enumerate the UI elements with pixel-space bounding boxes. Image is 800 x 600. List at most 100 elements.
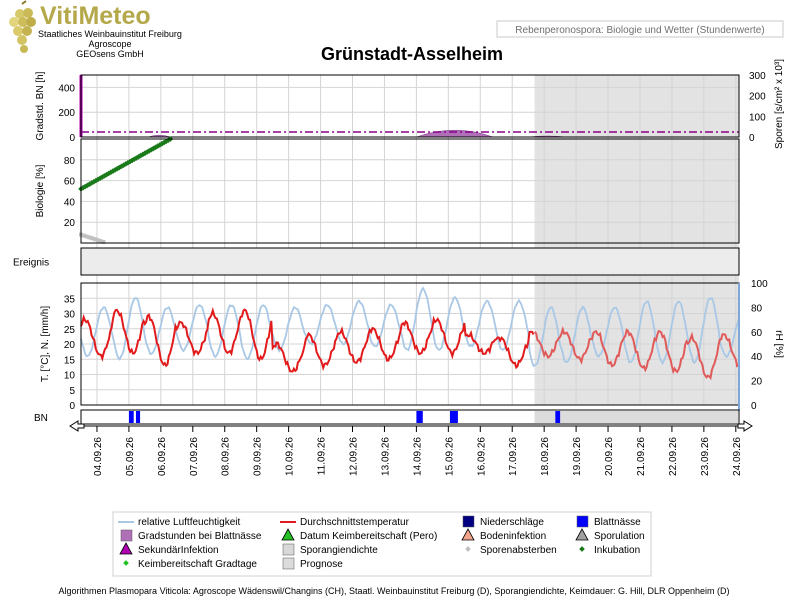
legend-item: Inkubation — [579, 545, 640, 556]
bn-forecast-shading — [534, 411, 738, 423]
legend-item: Durchschnittstemperatur — [280, 517, 410, 528]
temperature-ytick-label: 5 — [69, 386, 75, 397]
sporangiendichte-point — [81, 233, 86, 238]
sporangiendichte-point — [101, 239, 106, 244]
blattnaesse-bar — [128, 411, 134, 423]
x-tick-label: 05.09.26 — [125, 437, 136, 476]
legend-item: Sporangiendichte — [282, 543, 378, 556]
x-tick-label: 24.09.26 — [732, 437, 743, 476]
chart-subtitle: Rebenperonospora: Biologie und Wetter (S… — [515, 25, 764, 36]
gradstunden-panel-frame — [80, 74, 740, 138]
temperature-ytick-label: 35 — [64, 294, 76, 305]
scroll-left-icon[interactable] — [69, 420, 85, 432]
legend-item: relative Luftfeuchtigkeit — [118, 517, 241, 528]
humidity-ylabel: rH [%] — [773, 330, 784, 358]
sporangiendichte-point — [98, 239, 103, 244]
partner-1: Agroscope — [88, 39, 131, 49]
x-tick-label: 12.09.26 — [349, 437, 360, 476]
sporen-ytick-label: 0 — [749, 133, 755, 144]
temperature-forecast-line — [533, 326, 740, 381]
x-tick-label: 08.09.26 — [221, 437, 232, 476]
x-tick-label: 09.09.26 — [253, 437, 264, 476]
x-tick-label: 21.09.26 — [636, 437, 647, 476]
biologie-ylabel: Biologie [%] — [35, 164, 46, 217]
sporen-ytick-label: 100 — [749, 112, 766, 123]
humidity-ytick-label: 20 — [751, 377, 763, 388]
humidity-ytick-label: 40 — [751, 352, 763, 363]
scroll-right-icon[interactable] — [737, 420, 753, 432]
biologie-ytick-label: 40 — [64, 197, 76, 208]
legend-item: Datum Keimbereitschaft (Pero) — [281, 528, 437, 542]
x-tick-label: 15.09.26 — [444, 437, 455, 476]
legend-triangle-symbol — [281, 528, 295, 541]
legend-item: Gradstunden bei Blattnässe — [120, 529, 262, 542]
legend-square-symbol — [282, 557, 295, 570]
legend-label: Datum Keimbereitschaft (Pero) — [300, 531, 437, 542]
legend-label: Sporangiendichte — [300, 545, 378, 556]
legend-label: Sporulation — [594, 531, 645, 542]
sporangiendichte-point — [87, 235, 92, 240]
sporen-ytick-label: 300 — [749, 71, 766, 82]
legend-item: SekundärInfektion — [119, 542, 219, 556]
x-tick-label: 13.09.26 — [380, 437, 391, 476]
humidity-ytick-label: 0 — [751, 401, 757, 412]
forecast-shading — [534, 75, 739, 405]
sporangiendichte-point — [92, 237, 97, 242]
legend-square-symbol — [462, 515, 475, 528]
temperature-ytick-label: 30 — [64, 310, 76, 321]
x-tick-label: 10.09.26 — [285, 437, 296, 476]
x-tick-label: 18.09.26 — [540, 437, 551, 476]
legend-item: Sporenabsterben — [465, 545, 557, 556]
blattnaesse-bar — [555, 411, 561, 423]
humidity-ytick-label: 100 — [751, 279, 768, 290]
ereignis-label: Ereignis — [13, 258, 49, 269]
partner-2: GEOsens GmbH — [76, 49, 144, 59]
legend-diamond-symbol — [123, 560, 129, 566]
weather-ylabel: T. [°C], N. [mm/h] — [40, 306, 51, 382]
legend-label: Prognose — [300, 559, 343, 570]
legend-triangle-symbol — [461, 528, 475, 541]
biologie-ytick-label: 20 — [64, 218, 76, 229]
legend-triangle-symbol — [575, 528, 589, 541]
legend-square-symbol — [120, 529, 133, 542]
x-tick-label: 04.09.26 — [93, 437, 104, 476]
footer-credits: Algorithmen Plasmopara Viticola: Agrosco… — [59, 586, 730, 596]
sporen-ytick-label: 200 — [749, 92, 766, 103]
legend-label: Gradstunden bei Blattnässe — [138, 531, 262, 542]
blattnaesse-bar — [416, 411, 423, 423]
humidity-ytick-label: 80 — [751, 303, 763, 314]
legend-item: Niederschläge — [462, 515, 544, 528]
x-tick-label: 11.09.26 — [317, 437, 328, 476]
x-tick-label: 23.09.26 — [700, 437, 711, 476]
temperature-ytick-label: 10 — [64, 371, 76, 382]
legend: relative Luftfeuchtigkeit Durchschnittste… — [118, 515, 645, 570]
humidity-line — [80, 286, 740, 368]
x-tick-label: 22.09.26 — [668, 437, 679, 476]
ereignis-panel-frame — [80, 247, 740, 276]
legend-label: Keimbereitschaft Gradtage — [138, 559, 257, 570]
logo-text: VitiMeteo — [40, 2, 151, 30]
biologie-ytick-label: 80 — [64, 156, 76, 167]
legend-diamond-symbol — [579, 546, 585, 552]
legend-item: Sporulation — [575, 528, 645, 542]
biologie-ytick-label: 60 — [64, 177, 76, 188]
legend-label: Bodeninfektion — [480, 531, 546, 542]
biologie-panel-frame — [80, 138, 740, 244]
legend-triangle-symbol — [119, 542, 133, 555]
gradstunden-ylabel: Gradstd. BN [h] — [35, 71, 46, 140]
x-tick-label: 20.09.26 — [604, 437, 615, 476]
x-tick-label: 06.09.26 — [157, 437, 168, 476]
x-tick-label: 16.09.26 — [476, 437, 487, 476]
humidity-ytick-label: 60 — [751, 328, 763, 339]
x-tick-label: 14.09.26 — [412, 437, 423, 476]
logo: VitiMeteo Staatliches Weinbauinstitut Fr… — [9, 0, 182, 59]
legend-label: Durchschnittstemperatur — [300, 517, 410, 528]
x-tick-label: 07.09.26 — [189, 437, 200, 476]
gradstunden-ytick-label: 200 — [58, 108, 75, 119]
legend-square-symbol — [282, 543, 295, 556]
blattnaesse-bar — [449, 411, 458, 423]
temperature-ytick-label: 0 — [69, 401, 75, 412]
gradstunden-ytick-label: 400 — [58, 83, 75, 94]
